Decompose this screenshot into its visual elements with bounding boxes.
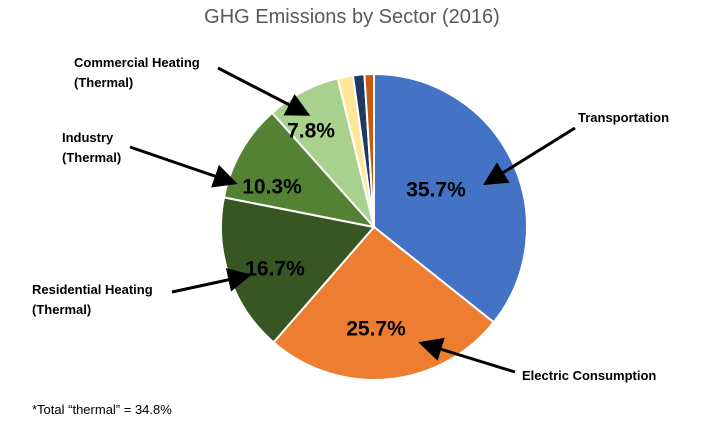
category-label: Electric Consumption [522, 368, 657, 383]
arrow [482, 126, 576, 186]
slice [363, 72, 375, 228]
slice [222, 111, 377, 229]
value-label: 25.7% [346, 318, 406, 341]
slice [373, 72, 528, 324]
value-label: 16.7% [245, 258, 305, 281]
arrow [217, 66, 311, 116]
arrows [129, 66, 576, 374]
category-label: Commercial Heating (Thermal) [74, 55, 200, 90]
value-label: 10.3% [242, 176, 302, 199]
value-labels: 35.7% 25.7% 16.7% 10.3% 7.8% [242, 120, 466, 341]
arrow [171, 268, 252, 294]
category-label: Residential Heating (Thermal) [32, 282, 153, 317]
arrow [129, 145, 238, 188]
category-label: Industry (Thermal) [62, 130, 122, 165]
arrow [418, 337, 516, 374]
chart-title: GHG Emissions by Sector (2016) [204, 6, 500, 28]
value-label: 7.8% [287, 120, 335, 143]
category-label: Transportation [578, 110, 670, 125]
footnote: *Total “thermal” = 34.8% [32, 402, 172, 417]
value-label: 35.7% [406, 179, 466, 202]
